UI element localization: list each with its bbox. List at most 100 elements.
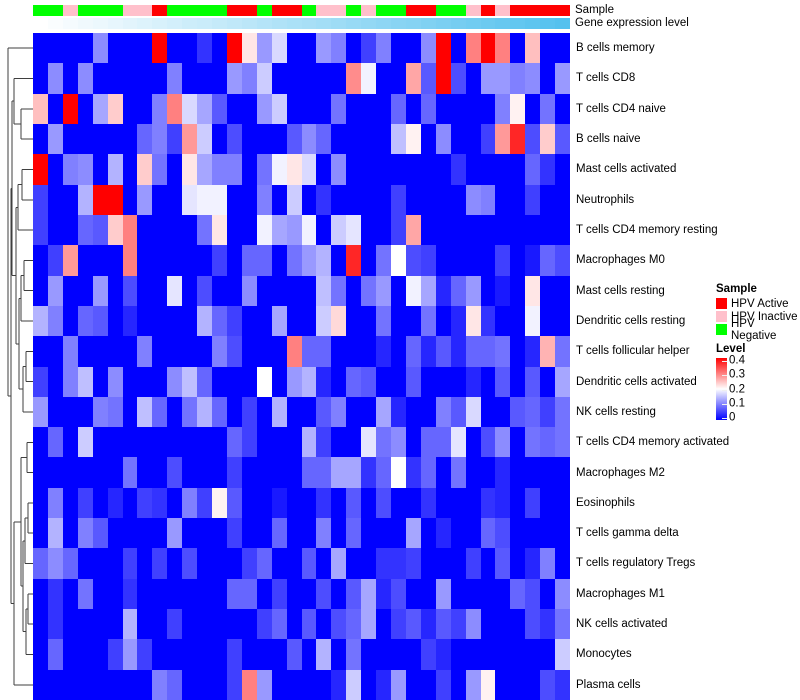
heatmap-cell	[77, 123, 93, 155]
heatmap-cell	[182, 154, 198, 185]
heatmap-cell	[137, 63, 153, 94]
heatmap-cell	[555, 609, 570, 640]
heatmap-cell	[391, 33, 406, 64]
heatmap-cell	[137, 669, 153, 700]
gene-expression-cell	[391, 18, 406, 29]
heatmap-cell	[331, 154, 347, 185]
heatmap-cell	[167, 214, 183, 246]
heatmap-cell	[346, 275, 362, 306]
sample-annotation-cell	[197, 5, 212, 16]
legend-label: HPV Inactive	[731, 310, 798, 323]
heatmap-cell	[197, 396, 212, 428]
heatmap-cell	[405, 518, 421, 549]
heatmap-cell	[241, 548, 257, 579]
heatmap-cell	[450, 457, 466, 488]
sample-annotation-cell	[525, 5, 541, 16]
heatmap-cell	[450, 154, 466, 185]
sample-annotation-cell	[495, 5, 511, 16]
heatmap-cell	[62, 396, 78, 428]
heatmap-cell	[167, 669, 183, 700]
heatmap-cell	[316, 396, 332, 428]
heatmap-cell	[271, 366, 287, 397]
sample-annotation-cell	[137, 5, 153, 16]
legend-panel: Sample HPV Active HPV Inactive HPV Negativ…	[716, 283, 800, 423]
heatmap-cell	[435, 63, 451, 94]
colorbar-tick-label: 0	[729, 411, 736, 424]
level-colorbar-wrap: 0.4 0.3 0.2 0.1 0	[716, 355, 786, 423]
heatmap-cell	[331, 609, 347, 640]
heatmap-cell	[420, 63, 436, 94]
sample-annotation-cell	[346, 5, 362, 16]
heatmap-cell	[346, 245, 362, 276]
heatmap-cell	[286, 609, 302, 640]
heatmap-cell	[212, 578, 227, 610]
heatmap-cell	[92, 457, 108, 488]
heatmap-cell	[465, 578, 481, 610]
sample-legend-item: HPV Active	[716, 297, 800, 310]
heatmap-cell	[346, 63, 362, 94]
heatmap-cell	[47, 457, 63, 488]
heatmap-cell	[420, 245, 436, 276]
heatmap-cell	[480, 487, 496, 519]
gene-expression-cell	[256, 18, 272, 29]
heatmap-cell	[525, 669, 541, 700]
heatmap-cell	[495, 427, 511, 458]
gene-expression-cell	[301, 18, 317, 29]
heatmap-cell	[152, 33, 168, 64]
heatmap-cell	[405, 214, 421, 246]
heatmap-cell	[435, 427, 451, 458]
heatmap-cell	[316, 578, 332, 610]
heatmap-cell	[107, 639, 123, 670]
heatmap-cell	[137, 457, 153, 488]
heatmap-cell	[62, 548, 78, 579]
heatmap-cell	[197, 33, 212, 64]
heatmap-cell	[152, 669, 168, 700]
gene-expression-cell	[212, 18, 227, 29]
heatmap-cell	[376, 214, 391, 246]
heatmap-cell	[391, 487, 406, 519]
heatmap-cell	[316, 214, 332, 246]
heatmap-cell	[33, 275, 48, 306]
heatmap-cell	[376, 336, 391, 367]
heatmap-cell	[77, 578, 93, 610]
heatmap-cell	[361, 487, 377, 519]
heatmap-cell	[271, 275, 287, 306]
heatmap-cell	[62, 639, 78, 670]
heatmap-cell	[555, 578, 570, 610]
heatmap-cell	[241, 609, 257, 640]
heatmap-cell	[137, 123, 153, 155]
heatmap-cell	[391, 609, 406, 640]
heatmap-cell	[510, 123, 526, 155]
heatmap-cell	[480, 609, 496, 640]
colorbar-tickmark	[722, 389, 727, 391]
heatmap-cell	[525, 609, 541, 640]
heatmap-cell	[435, 548, 451, 579]
heatmap-cell	[226, 518, 242, 549]
heatmap-cell	[226, 63, 242, 94]
heatmap-cell	[212, 609, 227, 640]
heatmap-cell	[465, 336, 481, 367]
heatmap-cell	[212, 487, 227, 519]
heatmap-cell	[182, 578, 198, 610]
heatmap-cell	[62, 33, 78, 64]
heatmap-cell	[450, 123, 466, 155]
heatmap-cell	[316, 336, 332, 367]
heatmap-cell	[480, 123, 496, 155]
heatmap-cell	[510, 609, 526, 640]
heatmap-cell	[525, 427, 541, 458]
heatmap-cell	[122, 366, 138, 397]
heatmap-cell	[33, 336, 48, 367]
level-colorbar	[716, 358, 727, 420]
heatmap-cell	[405, 487, 421, 519]
heatmap-cell	[391, 154, 406, 185]
heatmap-cell	[107, 427, 123, 458]
heatmap-cell	[435, 457, 451, 488]
heatmap-cell	[420, 548, 436, 579]
heatmap-cell	[391, 336, 406, 367]
heatmap-cell	[47, 336, 63, 367]
heatmap-cell	[420, 154, 436, 185]
heatmap-cell	[540, 578, 556, 610]
heatmap-cell	[122, 33, 138, 64]
heatmap-cell	[77, 245, 93, 276]
heatmap-cell	[167, 639, 183, 670]
